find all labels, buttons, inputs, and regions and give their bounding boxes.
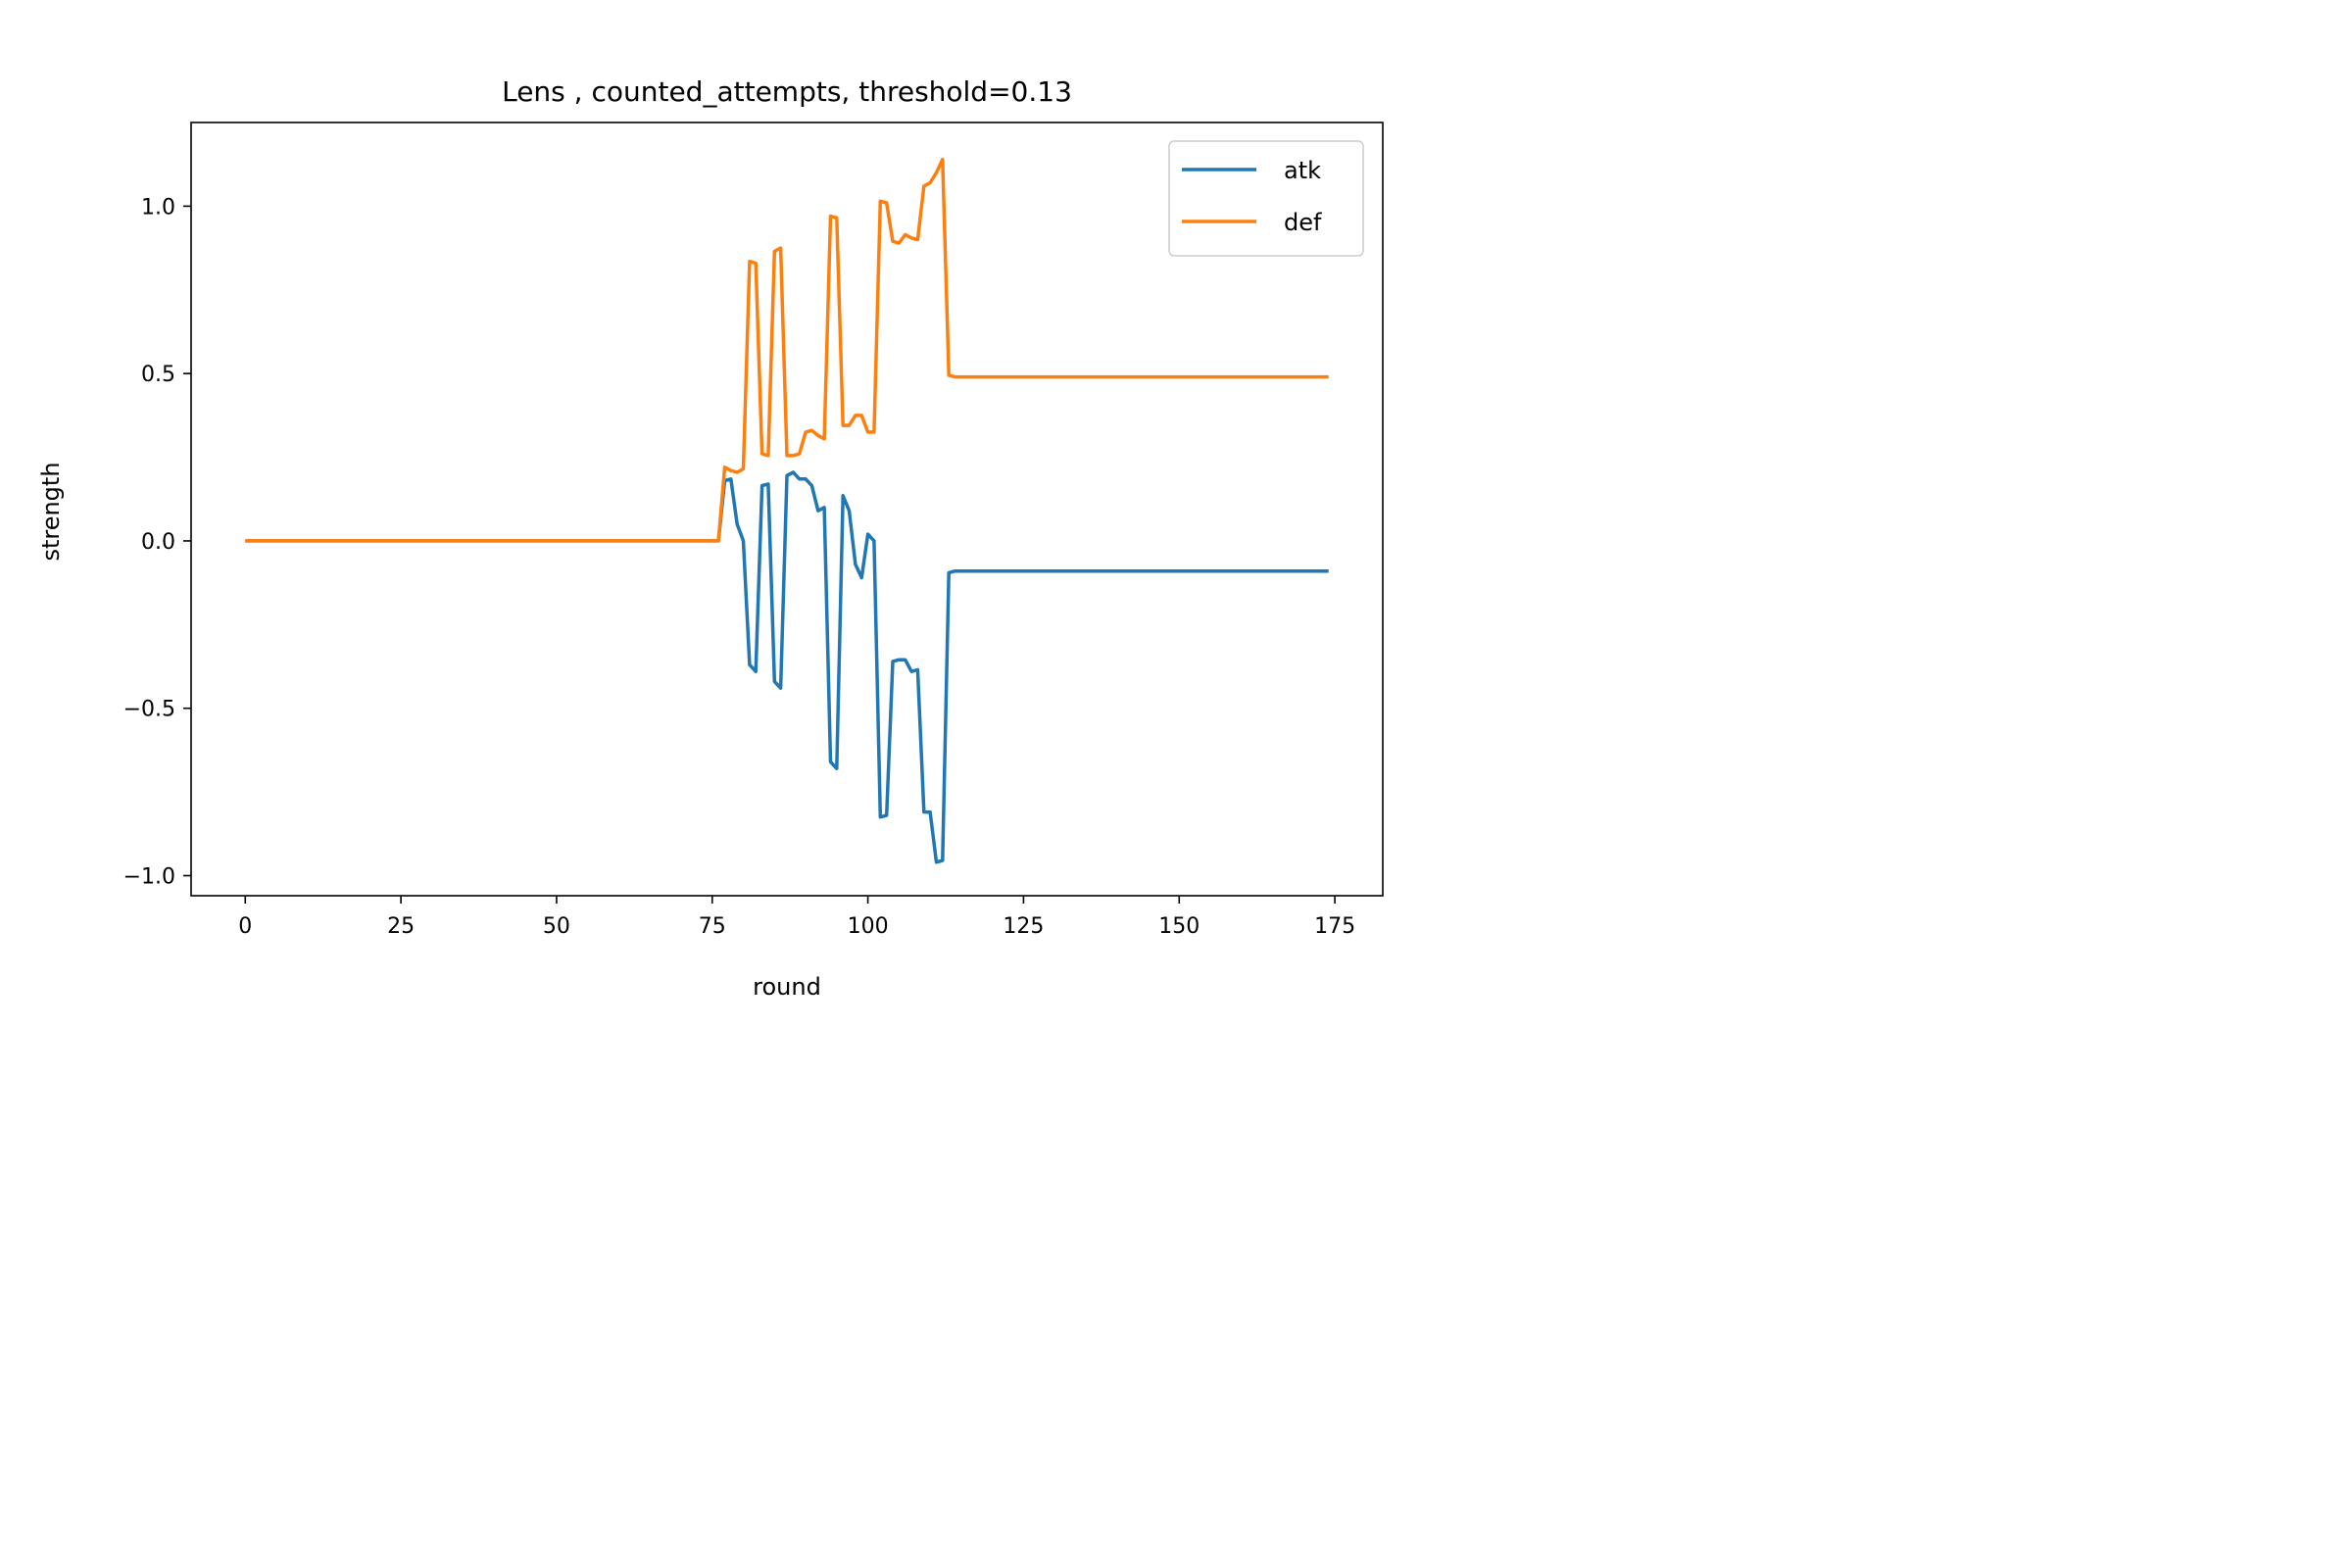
plot-area	[190, 122, 1384, 897]
x-tick-label: 100	[848, 914, 889, 939]
y-tick-label: −0.5	[123, 698, 175, 722]
series-line-atk	[245, 470, 1329, 864]
x-tick-label: 50	[543, 914, 570, 939]
x-tick-label: 25	[387, 914, 415, 939]
x-tick-label: 125	[1003, 914, 1044, 939]
y-tick-label: −1.0	[123, 865, 175, 890]
legend-label-atk: atk	[1284, 157, 1321, 184]
x-axis-label: round	[753, 973, 821, 1001]
legend: atk def	[1168, 140, 1364, 257]
y-tick-label: 1.0	[141, 195, 175, 220]
x-tick-label: 150	[1158, 914, 1200, 939]
legend-box	[1168, 140, 1364, 257]
x-tick-label: 0	[238, 914, 252, 939]
y-tick-label: 0.5	[141, 363, 175, 387]
series-line-def	[245, 157, 1329, 543]
series-layer	[245, 157, 1329, 864]
line-chart: Lens , counted_attempts, threshold=0.13 …	[37, 75, 1384, 1001]
chart-title: Lens , counted_attempts, threshold=0.13	[502, 75, 1072, 108]
x-tick-label: 175	[1314, 914, 1355, 939]
y-axis-ticks: −1.0 −0.5 0.0 0.5 1.0	[123, 195, 191, 890]
plot-frame	[190, 122, 1384, 897]
y-tick-label: 0.0	[141, 530, 175, 555]
legend-label-def: def	[1284, 209, 1322, 236]
x-tick-label: 75	[699, 914, 726, 939]
x-axis-ticks: 0 25 50 75 100 125 150 175	[238, 896, 1355, 939]
y-axis-label: strength	[37, 462, 65, 561]
